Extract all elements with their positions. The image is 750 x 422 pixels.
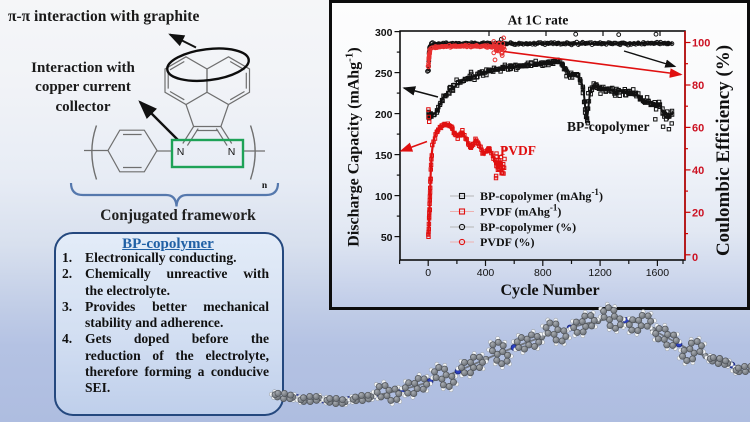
svg-text:50: 50: [381, 232, 393, 244]
svg-text:150: 150: [375, 150, 393, 162]
svg-text:BP-copolymer (%): BP-copolymer (%): [480, 220, 576, 234]
svg-text:Cycle Number: Cycle Number: [500, 282, 599, 299]
svg-text:N: N: [177, 146, 185, 158]
svg-text:20: 20: [692, 208, 704, 220]
svg-text:80: 80: [692, 80, 704, 92]
svg-text:PVDF (mAhg-1): PVDF (mAhg-1): [480, 203, 561, 219]
svg-text:BP-copolymer: BP-copolymer: [567, 119, 649, 134]
svg-text:PVDF: PVDF: [500, 143, 536, 158]
svg-text:Coulombic Efficiency (%): Coulombic Efficiency (%): [713, 45, 734, 256]
svg-text:Discharge Capacity (mAhg-1): Discharge Capacity (mAhg-1): [344, 47, 363, 246]
svg-text:At 1C rate: At 1C rate: [508, 13, 569, 28]
svg-text:60: 60: [692, 123, 704, 135]
svg-text:1200: 1200: [588, 267, 612, 279]
svg-text:100: 100: [692, 38, 710, 50]
svg-text:n: n: [262, 181, 268, 191]
svg-text:1600: 1600: [646, 267, 670, 279]
svg-text:250: 250: [375, 68, 393, 80]
svg-text:N: N: [228, 146, 236, 158]
svg-text:40: 40: [692, 165, 704, 177]
svg-text:300: 300: [375, 27, 393, 39]
svg-text:0: 0: [692, 252, 698, 264]
svg-text:0: 0: [425, 267, 431, 279]
svg-text:BP-copolymer (mAhg-1): BP-copolymer (mAhg-1): [480, 187, 603, 203]
svg-text:400: 400: [477, 267, 495, 279]
svg-text:PVDF (%): PVDF (%): [480, 235, 535, 249]
svg-text:200: 200: [375, 109, 393, 121]
svg-text:800: 800: [534, 267, 552, 279]
svg-text:100: 100: [375, 191, 393, 203]
